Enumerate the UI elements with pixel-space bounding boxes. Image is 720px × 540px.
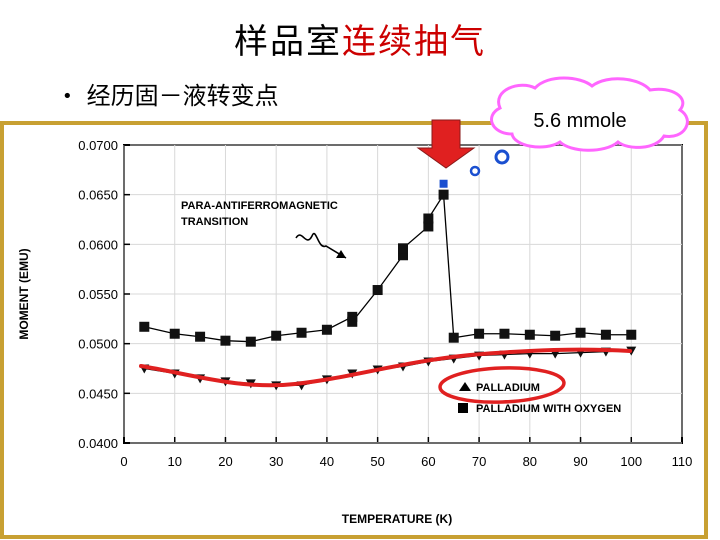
x-tick-label: 100 (620, 454, 642, 469)
x-tick-labels: 0 10 20 30 40 50 60 70 80 90 100 110 (120, 454, 692, 469)
y-tick-label: 0.0700 (78, 138, 118, 153)
x-tick-label: 110 (672, 454, 693, 469)
title-part-black: 样品室 (234, 22, 342, 62)
y-tick-label: 0.0550 (78, 287, 118, 302)
y-tick-label: 0.0500 (78, 337, 118, 352)
x-tick-label: 20 (218, 454, 232, 469)
title-part-red: 连续抽气 (342, 22, 486, 62)
oxygen-point (169, 328, 180, 339)
slide-title: 样品室连续抽气 (0, 14, 720, 63)
legend-triangle-marker (459, 382, 471, 391)
x-tick-label: 60 (421, 454, 435, 469)
y-axis-label: MOMENT (EMU) (17, 248, 31, 339)
y-tick-labels: 0.0400 0.0450 0.0500 0.0550 0.0600 0.0650 0.07… (78, 138, 118, 451)
legend-palladium-oxygen: PALLADIUM WITH OXYGEN (476, 403, 621, 415)
oxygen-point (448, 332, 459, 343)
x-tick-label: 90 (573, 454, 587, 469)
x-tick-label: 50 (370, 454, 384, 469)
annotation-arrowhead (336, 250, 346, 258)
bullet-text: 经历固－液转变点 (86, 82, 279, 110)
down-arrow-icon (416, 119, 476, 169)
oxygen-point (474, 328, 485, 339)
x-tick-label: 30 (269, 454, 283, 469)
highlight-curve (139, 347, 632, 388)
oxygen-point (575, 327, 586, 338)
cloud-label: 5.6 mmole (533, 110, 626, 132)
figure-frame (0, 121, 708, 539)
cloud-callout (490, 76, 689, 152)
x-tick-label: 40 (320, 454, 334, 469)
oxygen-point (347, 316, 358, 327)
x-tick-label: 70 (472, 454, 486, 469)
annotation-squiggle-arrow (295, 232, 347, 259)
oxygen-point (626, 329, 637, 340)
legend-palladium: PALLADIUM (476, 382, 540, 394)
thought-bubble-medium (494, 149, 510, 165)
y-tick-label: 0.0650 (78, 188, 118, 203)
oxygen-point (398, 243, 408, 254)
y-tick-label: 0.0600 (78, 237, 118, 252)
oxygen-point (271, 330, 282, 341)
y-tick-label: 0.0400 (78, 436, 118, 451)
oxygen-point (423, 213, 434, 224)
oxygen-point (220, 335, 231, 346)
bullet-dot: • (62, 86, 73, 107)
thought-bubble-small (469, 165, 481, 177)
oxygen-point (600, 329, 611, 340)
oxygen-point (398, 250, 408, 261)
oxygen-point (423, 221, 434, 232)
oxygen-point (296, 327, 307, 338)
oxygen-point (499, 328, 510, 339)
x-tick-label: 80 (523, 454, 537, 469)
oxygen-point (372, 285, 383, 296)
gridlines (123, 144, 683, 444)
legend-circle-highlight (438, 366, 566, 404)
legend-square-marker (458, 403, 468, 413)
y-tick-label: 0.0450 (78, 386, 118, 401)
highlight-point (439, 179, 448, 188)
oxygen-point (524, 329, 535, 340)
oxygen-point (195, 331, 206, 342)
oxygen-point (321, 324, 332, 335)
annotation-line-1: PARA-ANTIFERROMAGNETIC (181, 200, 338, 212)
x-axis-label: TEMPERATURE (K) (342, 512, 452, 526)
oxygen-point (139, 321, 150, 332)
annotation-line-2: TRANSITION (181, 216, 248, 228)
series-oxygen (139, 179, 637, 347)
bullet-item: • 经历固－液转变点 (62, 76, 279, 111)
x-tick-label: 10 (167, 454, 181, 469)
oxygen-point (550, 330, 561, 341)
x-tick-label: 0 (120, 454, 127, 469)
oxygen-point (245, 336, 256, 347)
oxygen-point (438, 189, 449, 200)
